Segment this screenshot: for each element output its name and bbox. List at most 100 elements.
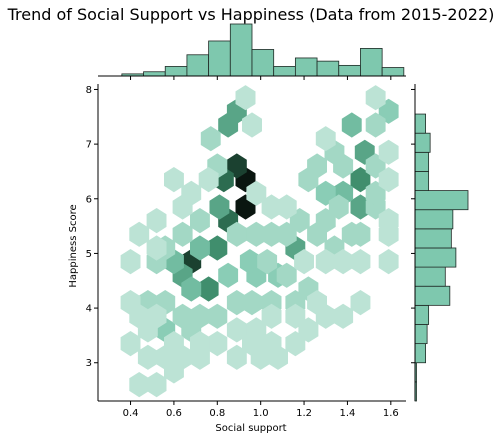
hexbin-cell xyxy=(146,208,167,234)
hexbin-cell xyxy=(261,221,282,247)
hexbin-cell xyxy=(207,235,228,261)
hexbin-cell xyxy=(209,194,230,220)
hexbin-cell xyxy=(226,317,247,343)
hexbin-cell xyxy=(285,331,306,357)
y-hist-bar xyxy=(414,324,428,345)
x-hist-bar xyxy=(360,48,383,77)
hexbin-cell xyxy=(378,249,399,275)
hexbin-cell xyxy=(226,221,247,247)
y-hist-bar xyxy=(414,113,427,134)
y-hist-bar xyxy=(414,151,430,172)
hexbin-cell xyxy=(276,194,297,220)
hexbin-cell xyxy=(315,303,336,329)
hexbin-cell xyxy=(207,303,228,329)
hexbin-cell xyxy=(172,303,193,329)
hexbin-cell xyxy=(350,221,371,247)
y-tick-label: 6 xyxy=(86,194,92,205)
hexbin-cell xyxy=(261,303,282,329)
hexbin-cell xyxy=(333,303,354,329)
hexbin-cell xyxy=(129,221,150,247)
hexbin-cell xyxy=(190,303,210,329)
hexbin-cell xyxy=(350,194,371,220)
x-tick-label: 1.0 xyxy=(253,408,269,419)
hexbin-cell xyxy=(226,344,247,370)
hexbin-cell xyxy=(120,249,141,275)
hexbin-cell xyxy=(146,372,167,398)
hexbin-cell xyxy=(261,194,282,220)
hexbin-cell xyxy=(350,249,371,275)
hexbin-cell xyxy=(172,221,193,247)
hexbin-cell xyxy=(350,167,371,193)
x-hist-bar xyxy=(208,40,231,77)
y-hist-bar xyxy=(414,228,452,249)
hexbin-cell xyxy=(146,235,167,261)
hexbin-cell xyxy=(378,139,399,165)
x-axis-label: Social support xyxy=(215,423,286,434)
x-hist-bar xyxy=(338,64,361,77)
hexbin-cell xyxy=(268,344,288,370)
x-tick-label: 0.8 xyxy=(209,408,225,419)
x-hist-bar xyxy=(164,66,188,77)
y-hist-bar xyxy=(414,343,427,364)
hexbin-cell xyxy=(242,112,262,138)
hexbin-cell xyxy=(137,344,158,370)
hexbin-cell xyxy=(276,262,297,288)
hexbin-cell xyxy=(164,358,184,384)
hexbin-cell xyxy=(137,317,158,343)
x-tick-label: 1.4 xyxy=(339,408,355,419)
hexbin-cell xyxy=(198,167,219,193)
hexbin-cell xyxy=(365,85,386,111)
x-hist-bar xyxy=(316,60,340,77)
hexbin-cell xyxy=(129,372,150,398)
hexbin-cell xyxy=(181,180,202,206)
hexbin-cell xyxy=(235,85,256,111)
hexbin-cell xyxy=(365,112,386,138)
hexbin-cell xyxy=(120,331,141,357)
x-hist-bar xyxy=(381,67,405,77)
y-tick-label: 7 xyxy=(86,140,92,151)
y-hist-bar xyxy=(414,190,469,211)
x-tick-label: 1.2 xyxy=(296,408,312,419)
hexbin-cell xyxy=(239,249,260,275)
y-tick-label: 3 xyxy=(86,358,92,369)
axes: 0.4 0.6 0.8 1.0 1.2 1.4 1.6 3 4 5 6 7 8 xyxy=(86,76,415,419)
hexbin-cell xyxy=(242,290,262,316)
hexbin-plot-area xyxy=(120,85,399,398)
x-hist-bar xyxy=(186,54,210,77)
x-hist-bar xyxy=(229,23,253,77)
hexbin-cell xyxy=(378,167,399,193)
hexbin-cell xyxy=(207,331,228,357)
hexbin-cell xyxy=(246,221,267,247)
hexbin-cell xyxy=(200,126,221,152)
hexbin-cell xyxy=(294,249,314,275)
hexbin-cell xyxy=(257,249,278,275)
x-hist-bar xyxy=(294,57,318,77)
hexbin-cell xyxy=(307,153,327,179)
hexbin-cell xyxy=(198,276,219,302)
y-marginal-histogram xyxy=(414,84,469,402)
hexbin-cell xyxy=(218,262,239,288)
y-hist-bar xyxy=(414,304,430,325)
x-hist-bar xyxy=(273,66,296,77)
hexbin-cell xyxy=(333,249,354,275)
chart-title: Trend of Social Support vs Happiness (Da… xyxy=(7,5,495,24)
hexbin-cell xyxy=(250,344,271,370)
y-hist-bar xyxy=(414,209,454,230)
hexbin-cell xyxy=(315,249,336,275)
hexbin-cell xyxy=(190,344,210,370)
y-tick-label: 8 xyxy=(86,85,92,96)
y-tick-label: 5 xyxy=(86,249,92,260)
hexbin-cell xyxy=(181,276,202,302)
y-hist-bar xyxy=(414,171,430,191)
x-tick-label: 1.6 xyxy=(383,408,399,419)
x-tick-label: 0.6 xyxy=(166,408,182,419)
hexbin-cell xyxy=(190,208,210,234)
x-hist-bar xyxy=(143,71,166,77)
hexbin-cell xyxy=(328,194,349,220)
hexbin-cell xyxy=(246,180,267,206)
y-hist-bar xyxy=(414,285,451,306)
hexbin-cell xyxy=(350,290,371,316)
y-axis-label: Happiness Score xyxy=(68,204,79,287)
y-hist-bar xyxy=(414,247,457,268)
